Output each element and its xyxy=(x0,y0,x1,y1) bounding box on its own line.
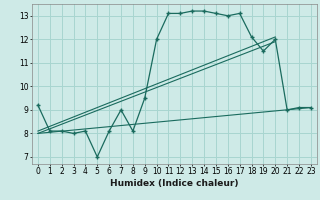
X-axis label: Humidex (Indice chaleur): Humidex (Indice chaleur) xyxy=(110,179,239,188)
